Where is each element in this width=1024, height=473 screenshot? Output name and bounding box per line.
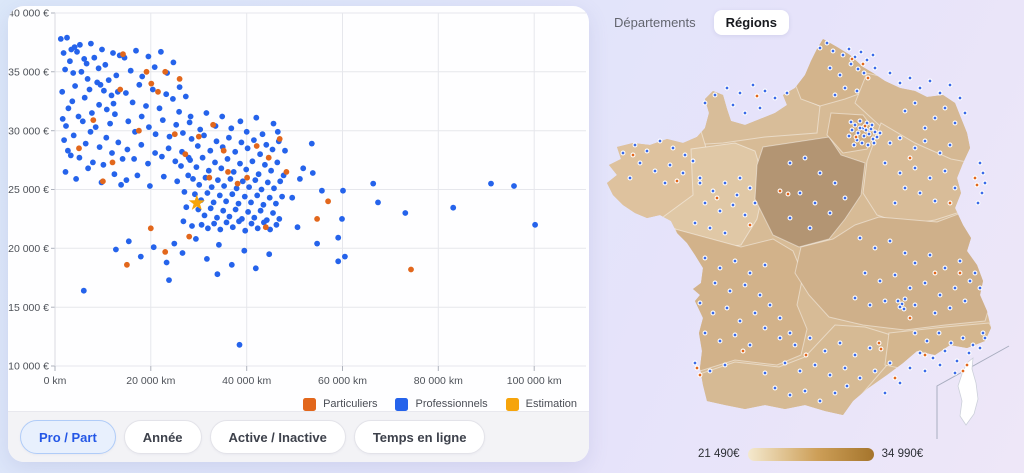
legend-swatch-professionnels xyxy=(395,397,409,411)
filter-button-temps-en-ligne[interactable]: Temps en ligne xyxy=(353,420,486,454)
svg-text:35 000 €: 35 000 € xyxy=(8,66,49,78)
svg-text:60 000 km: 60 000 km xyxy=(318,375,367,387)
region-corse[interactable] xyxy=(957,357,979,426)
svg-text:30 000 €: 30 000 € xyxy=(8,125,49,137)
svg-text:15 000 €: 15 000 € xyxy=(8,302,49,314)
svg-text:25 000 €: 25 000 € xyxy=(8,184,49,196)
legend-swatch-particuliers xyxy=(303,397,317,411)
map-view-tabs: Départements Régions xyxy=(612,9,789,35)
svg-text:40 000 €: 40 000 € xyxy=(8,8,49,20)
region-centre-val-de-loire[interactable] xyxy=(754,136,866,248)
region-nouvelle-aquitaine[interactable] xyxy=(674,228,808,376)
legend-swatch-estimation xyxy=(505,397,519,411)
legend-label: Estimation xyxy=(525,398,577,410)
france-map[interactable] xyxy=(605,33,1015,448)
legend-item-particuliers: Particuliers xyxy=(303,397,378,411)
corsica-inset-border xyxy=(936,345,1010,439)
svg-text:10 000 €: 10 000 € xyxy=(8,361,49,373)
filter-bar: Pro / Part Année Active / Inactive Temps en… xyxy=(8,411,589,462)
legend-label: Particuliers xyxy=(323,398,378,410)
filter-button-ann-e[interactable]: Année xyxy=(123,420,202,454)
scale-min-label: 21 490€ xyxy=(698,448,740,460)
tab-regions[interactable]: Régions xyxy=(713,9,789,35)
tab-departements[interactable]: Départements xyxy=(612,10,698,35)
svg-text:80 000 km: 80 000 km xyxy=(414,375,463,387)
svg-text:20 000 km: 20 000 km xyxy=(126,375,175,387)
filter-button-pro-part[interactable]: Pro / Part xyxy=(20,420,116,454)
map-listing-dots xyxy=(620,40,988,404)
scale-max-label: 34 990€ xyxy=(881,448,924,460)
svg-text:100 000 km: 100 000 km xyxy=(507,375,562,387)
svg-text:40 000 km: 40 000 km xyxy=(222,375,271,387)
price-scale: 21 490€ 34 990€ xyxy=(698,445,923,463)
legend-item-estimation: Estimation xyxy=(505,397,577,411)
svg-text:0 km: 0 km xyxy=(44,375,67,387)
region-auvergne-rhone-alpes[interactable] xyxy=(794,206,993,331)
region-pays-de-la-loire[interactable] xyxy=(662,142,766,252)
legend-label: Professionnels xyxy=(415,398,488,410)
svg-text:20 000 €: 20 000 € xyxy=(8,243,49,255)
france-regions[interactable] xyxy=(605,33,1015,448)
legend-item-professionnels: Professionnels xyxy=(395,397,488,411)
filter-button-active-inactive[interactable]: Active / Inactive xyxy=(209,420,346,454)
scale-gradient-bar xyxy=(747,447,874,461)
chart-legend: Particuliers Professionnels Estimation xyxy=(303,394,577,414)
estimation-star xyxy=(188,194,205,210)
scatter-chart-card: 40 000 € 35 000 € 30 000 € 25 000 € 20 000 €… xyxy=(8,6,589,462)
scatter-chart: 40 000 € 35 000 € 30 000 € 25 000 € 20 000 €… xyxy=(8,8,586,387)
